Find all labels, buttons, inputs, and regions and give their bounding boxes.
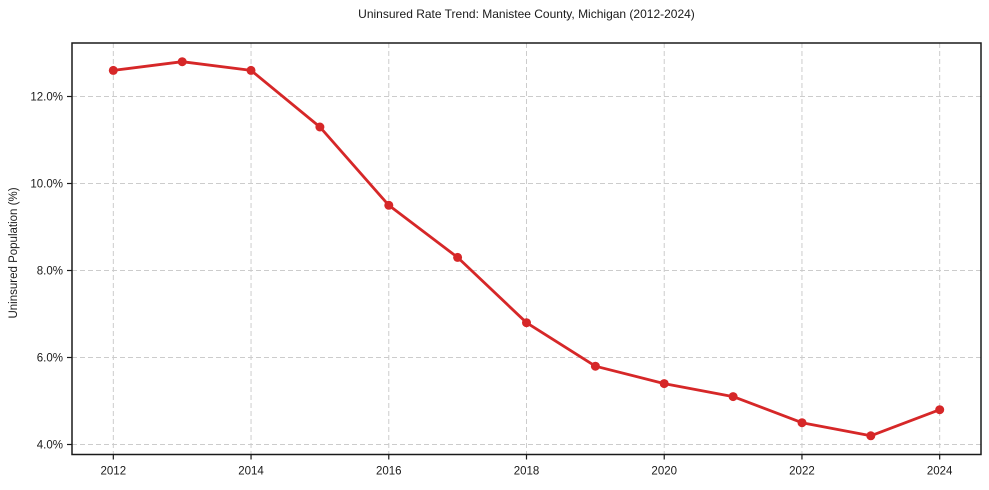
data-point [108, 65, 118, 75]
x-tick-label: 2016 [376, 466, 402, 478]
x-tick-label: 2014 [238, 466, 264, 478]
x-tick-label: 2012 [101, 466, 127, 478]
y-tick-label: 4.0% [37, 439, 63, 451]
data-point [797, 418, 807, 428]
data-point [246, 65, 256, 75]
data-point [659, 379, 669, 389]
x-tick-label: 2020 [651, 466, 677, 478]
data-point [728, 392, 738, 402]
x-tick-label: 2022 [789, 466, 815, 478]
x-tick-label: 2018 [514, 466, 540, 478]
plot-border [71, 42, 982, 456]
data-point [315, 122, 325, 132]
y-tick-label: 8.0% [37, 265, 63, 277]
data-point [177, 57, 187, 67]
y-tick-label: 12.0% [30, 92, 63, 104]
data-point [935, 405, 945, 415]
data-point [590, 361, 600, 371]
chart-title: Uninsured Rate Trend: Manistee County, M… [358, 7, 695, 21]
data-point [522, 318, 531, 328]
data-point [453, 252, 463, 262]
x-tick-label: 2024 [927, 466, 953, 478]
y-tick-label: 10.0% [30, 179, 63, 191]
data-point [384, 200, 394, 210]
y-tick-label: 6.0% [37, 352, 63, 364]
data-point [866, 431, 876, 441]
